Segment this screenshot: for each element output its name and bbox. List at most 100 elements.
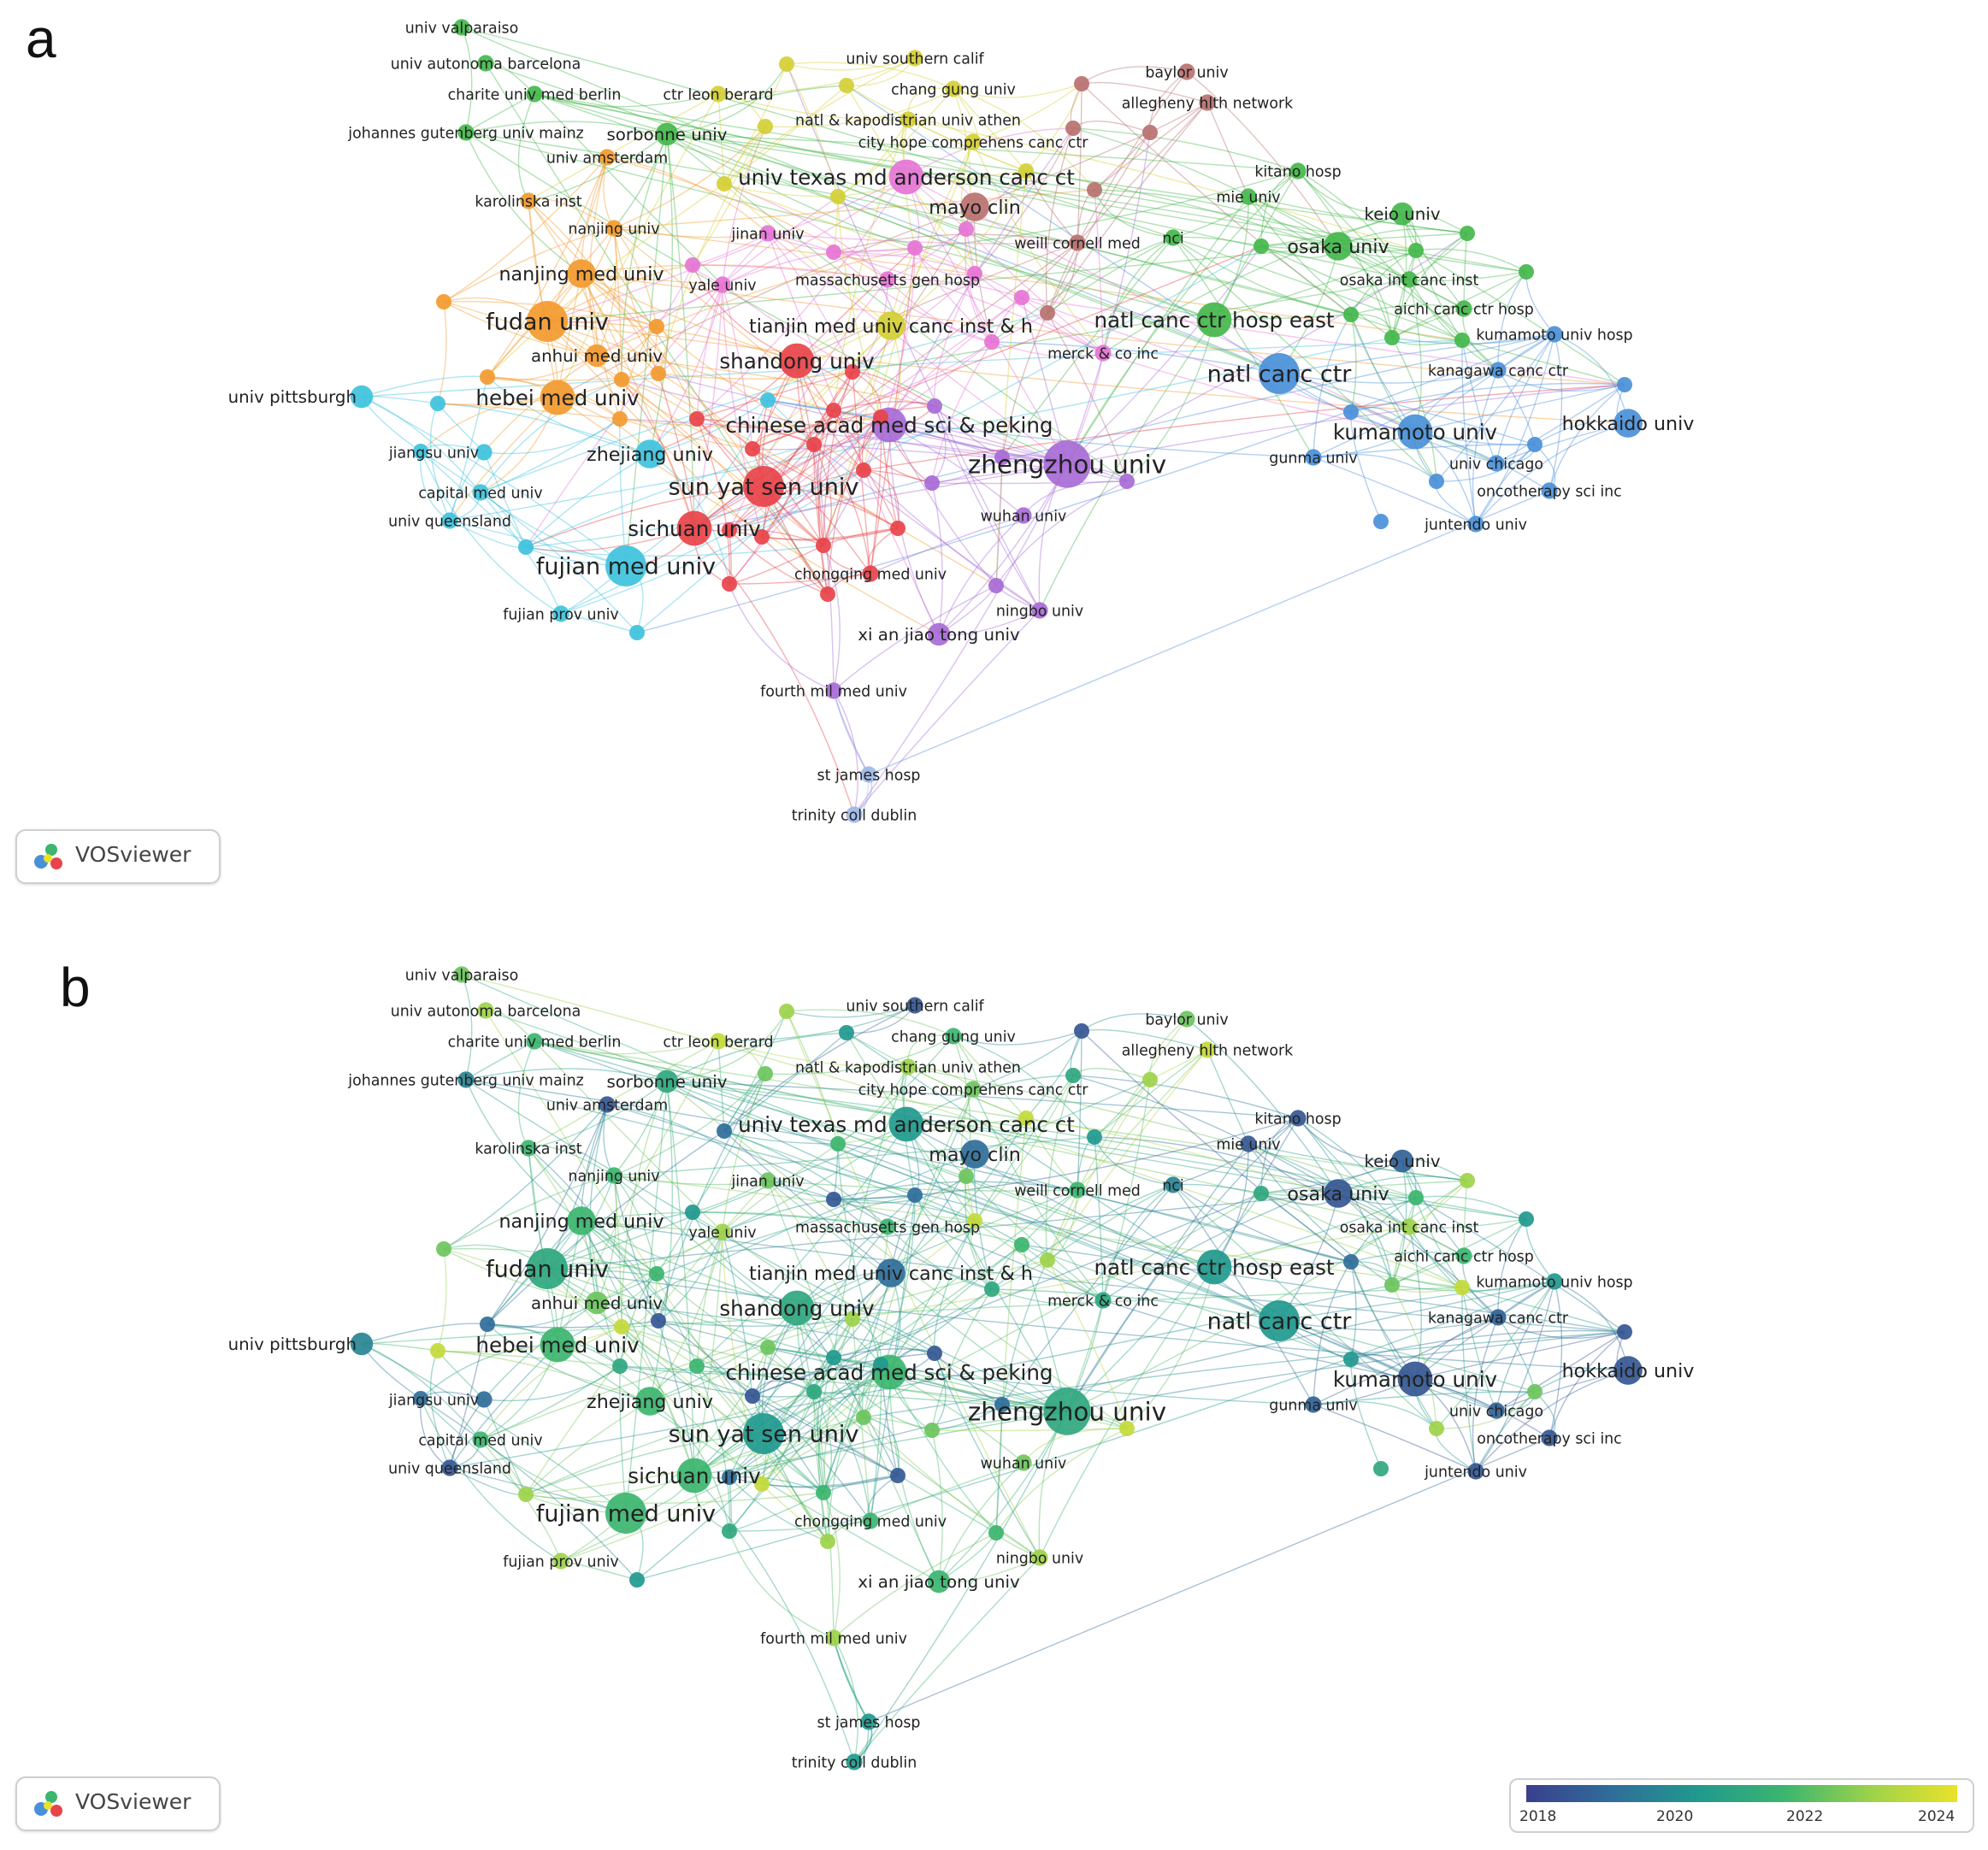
network-edge <box>480 312 1048 493</box>
network-node <box>649 1266 664 1281</box>
network-edge <box>972 141 1104 354</box>
node-label: osaka int canc inst <box>1340 272 1479 289</box>
network-edge <box>613 227 1463 341</box>
node-label: xi an jiao tong univ <box>858 1572 1020 1592</box>
network-node <box>760 392 776 408</box>
network-edge <box>723 1005 916 1132</box>
network-node <box>518 1487 534 1502</box>
network-edge <box>581 1220 695 1476</box>
network-node <box>806 1384 822 1399</box>
network-edge <box>613 1073 766 1176</box>
network-node <box>945 80 962 97</box>
network-node <box>1546 326 1563 343</box>
network-node <box>1015 1454 1032 1471</box>
network-node <box>599 1096 616 1113</box>
network-node <box>988 578 1004 593</box>
legend-tick: 2018 <box>1519 1808 1557 1825</box>
network-edge <box>729 1318 853 1478</box>
network-edge <box>818 1357 835 1542</box>
network-node <box>1074 76 1089 91</box>
network-edge <box>1072 127 1299 172</box>
network-node <box>826 1192 841 1207</box>
network-node <box>846 1753 863 1770</box>
network-node <box>689 1358 705 1374</box>
network-edge <box>1350 1252 1465 1263</box>
network-edge <box>666 1081 1299 1119</box>
node-label: univ southern calif <box>846 998 984 1015</box>
vosviewer-label: VOSviewer <box>75 842 192 867</box>
network-node <box>888 1106 924 1142</box>
network-edge <box>1047 132 1151 314</box>
network-edge <box>722 284 1068 465</box>
network-edge <box>546 321 763 538</box>
network-edge <box>786 1005 916 1018</box>
network-edge <box>546 1123 907 1270</box>
network-edge <box>1495 1370 1629 1411</box>
network-edge <box>465 1068 668 1082</box>
network-node <box>717 1123 732 1139</box>
network-node <box>1254 239 1269 254</box>
network-edge <box>717 93 725 185</box>
network-edge <box>1391 1281 1555 1292</box>
network-edge <box>1172 1117 1299 1186</box>
network-edge <box>1350 1329 1625 1360</box>
network-edge <box>525 1180 769 1495</box>
network-edge <box>692 1211 888 1228</box>
node-label: chongqing med univ <box>794 1513 947 1530</box>
node-label: chinese acad med sci & peking <box>725 1360 1053 1385</box>
network-edge <box>1260 245 1463 341</box>
network-edge <box>729 1364 882 1478</box>
network-edge <box>1066 1143 1249 1412</box>
network-edge <box>613 1175 835 1358</box>
network-edge <box>729 341 993 531</box>
network-edge <box>888 1371 1068 1412</box>
network-node <box>1043 1388 1091 1435</box>
labels-a: univ valparaiso univ autonoma barcelona ch… <box>228 20 1695 824</box>
network-edge <box>1081 81 1208 103</box>
network-node <box>845 364 860 380</box>
network-edge <box>974 1220 1104 1301</box>
network-node <box>350 385 374 409</box>
network-edge <box>1248 1143 1410 1228</box>
network-node <box>816 538 831 553</box>
network-edge <box>717 1005 916 1042</box>
vosviewer-label: VOSviewer <box>75 1789 192 1814</box>
network-edge <box>853 1557 1041 1763</box>
network-node <box>907 240 923 256</box>
network-node <box>540 380 575 415</box>
network-node <box>1119 1421 1135 1436</box>
network-edge <box>1414 333 1555 433</box>
network-edge <box>1391 333 1555 345</box>
network-edge <box>752 1395 871 1522</box>
network-edge <box>613 227 658 327</box>
network-edge <box>693 1272 892 1476</box>
network-edge <box>581 1220 798 1309</box>
network-edge <box>546 284 723 323</box>
network-edge <box>729 573 871 585</box>
network-edge <box>1350 314 1416 433</box>
network-edge <box>1313 1261 1352 1405</box>
network-edge <box>1025 1117 1410 1228</box>
node-label: city hope comprehens canc ctr <box>858 134 1089 151</box>
network-edge <box>723 1032 847 1132</box>
network-node <box>685 1205 700 1220</box>
network-edge <box>465 1079 1215 1268</box>
network-edge <box>723 183 976 274</box>
network-edge <box>1350 1261 1463 1288</box>
network-edge <box>767 399 1068 465</box>
network-edge <box>796 360 864 471</box>
network-edge <box>581 273 798 362</box>
network-node <box>1488 455 1505 472</box>
network-edge <box>752 448 824 546</box>
node-label: st james hosp <box>817 1714 921 1731</box>
network-edge <box>833 585 997 692</box>
network-edge <box>837 1117 1027 1145</box>
network-edge <box>666 1081 695 1476</box>
network-edge <box>1077 102 1208 244</box>
network-edge <box>752 1193 1262 1397</box>
network-edge <box>837 196 882 418</box>
network-node <box>825 682 842 699</box>
network-edge <box>1066 1193 1262 1412</box>
network-edge <box>827 1364 882 1542</box>
network-edge <box>729 528 824 546</box>
